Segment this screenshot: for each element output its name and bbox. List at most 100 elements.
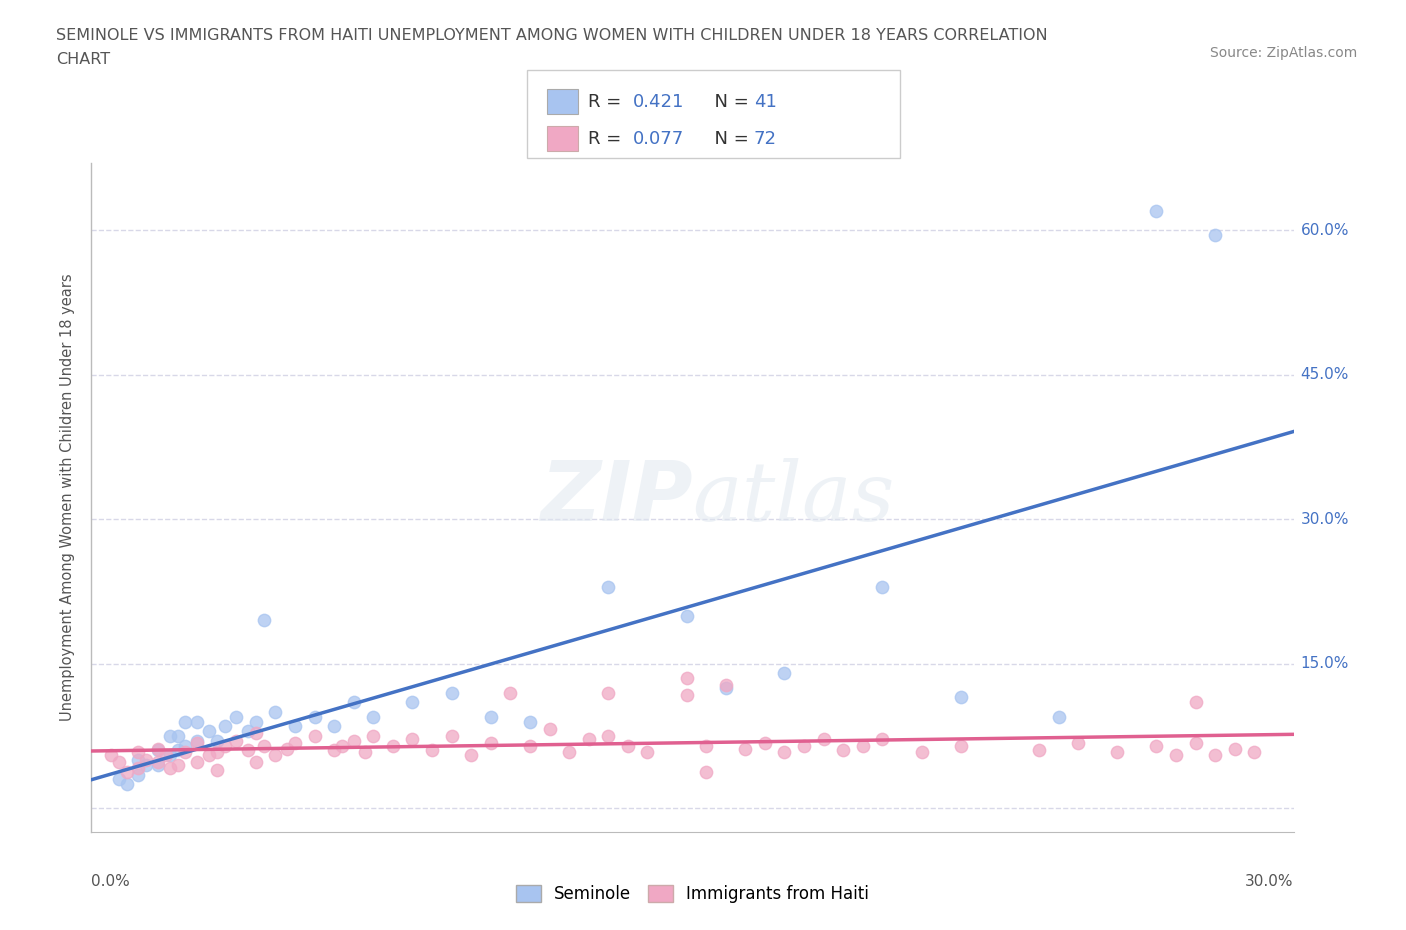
Point <box>852 738 875 753</box>
Point <box>253 613 276 628</box>
Point <box>115 764 138 779</box>
Point <box>159 728 181 743</box>
Point <box>174 738 197 753</box>
Point <box>264 748 287 763</box>
Point <box>225 734 247 749</box>
Point <box>343 695 366 710</box>
Point <box>304 710 326 724</box>
Point <box>558 745 581 760</box>
Point <box>872 732 894 747</box>
Point <box>1047 710 1070 724</box>
Point <box>166 757 188 772</box>
Point <box>159 748 181 763</box>
Point <box>135 752 157 767</box>
Point <box>598 685 620 700</box>
Text: 30.0%: 30.0% <box>1301 512 1348 526</box>
Text: ZIP: ZIP <box>540 457 692 538</box>
Point <box>872 579 894 594</box>
Point <box>754 736 776 751</box>
Point <box>538 722 561 737</box>
Text: N =: N = <box>703 130 755 148</box>
Point <box>174 714 197 729</box>
Point <box>598 728 620 743</box>
Point <box>135 757 157 772</box>
Point <box>166 728 188 743</box>
Text: 41: 41 <box>754 93 776 111</box>
Text: 72: 72 <box>754 130 776 148</box>
Point <box>127 752 149 767</box>
Text: 45.0%: 45.0% <box>1301 367 1348 382</box>
Point <box>1067 736 1090 751</box>
Text: SEMINOLE VS IMMIGRANTS FROM HAITI UNEMPLOYMENT AMONG WOMEN WITH CHILDREN UNDER 1: SEMINOLE VS IMMIGRANTS FROM HAITI UNEMPL… <box>56 28 1047 43</box>
Point <box>354 745 377 760</box>
Point <box>284 719 307 734</box>
Point <box>1146 738 1168 753</box>
Point <box>440 685 463 700</box>
Point <box>107 754 129 769</box>
Point <box>1164 748 1187 763</box>
Text: 0.077: 0.077 <box>633 130 683 148</box>
Point <box>330 738 353 753</box>
Text: 15.0%: 15.0% <box>1301 657 1348 671</box>
Point <box>186 754 208 769</box>
Point <box>214 738 236 753</box>
Point <box>832 743 855 758</box>
Point <box>107 772 129 787</box>
Point <box>460 748 482 763</box>
Point <box>734 741 756 756</box>
Point <box>276 741 298 756</box>
Point <box>1223 741 1246 756</box>
Point <box>910 745 932 760</box>
Point <box>714 677 737 692</box>
Point <box>617 738 640 753</box>
Point <box>146 743 169 758</box>
Point <box>519 738 541 753</box>
Point <box>205 734 228 749</box>
Point <box>127 767 149 782</box>
Point <box>186 734 208 749</box>
Point <box>675 608 697 623</box>
Point <box>174 745 197 760</box>
Point <box>695 738 717 753</box>
Point <box>343 734 366 749</box>
Point <box>363 710 385 724</box>
Text: 0.0%: 0.0% <box>91 874 131 889</box>
Point <box>675 687 697 702</box>
Point <box>146 754 169 769</box>
Point <box>166 743 188 758</box>
Point <box>479 736 502 751</box>
Legend: Seminole, Immigrants from Haiti: Seminole, Immigrants from Haiti <box>508 876 877 911</box>
Point <box>1184 736 1206 751</box>
Point <box>519 714 541 729</box>
Point <box>773 666 796 681</box>
Point <box>695 764 717 779</box>
Point <box>198 748 221 763</box>
Point <box>304 728 326 743</box>
Point <box>236 743 259 758</box>
Point <box>264 705 287 720</box>
Point <box>127 761 149 776</box>
Point <box>1146 204 1168 219</box>
Text: N =: N = <box>703 93 755 111</box>
Point <box>186 736 208 751</box>
Point <box>1184 695 1206 710</box>
Text: Source: ZipAtlas.com: Source: ZipAtlas.com <box>1209 46 1357 60</box>
Point <box>949 690 972 705</box>
Point <box>636 745 658 760</box>
Point <box>245 754 267 769</box>
Point <box>1204 228 1226 243</box>
Point <box>146 741 169 756</box>
Point <box>245 725 267 740</box>
Point <box>440 728 463 743</box>
Text: CHART: CHART <box>56 52 110 67</box>
Point <box>253 738 276 753</box>
Point <box>245 714 267 729</box>
Point <box>420 743 443 758</box>
Point <box>675 671 697 685</box>
Point <box>1028 743 1050 758</box>
Point <box>773 745 796 760</box>
Point <box>813 732 835 747</box>
Point <box>598 579 620 594</box>
Text: 60.0%: 60.0% <box>1301 222 1348 238</box>
Text: 0.421: 0.421 <box>633 93 685 111</box>
